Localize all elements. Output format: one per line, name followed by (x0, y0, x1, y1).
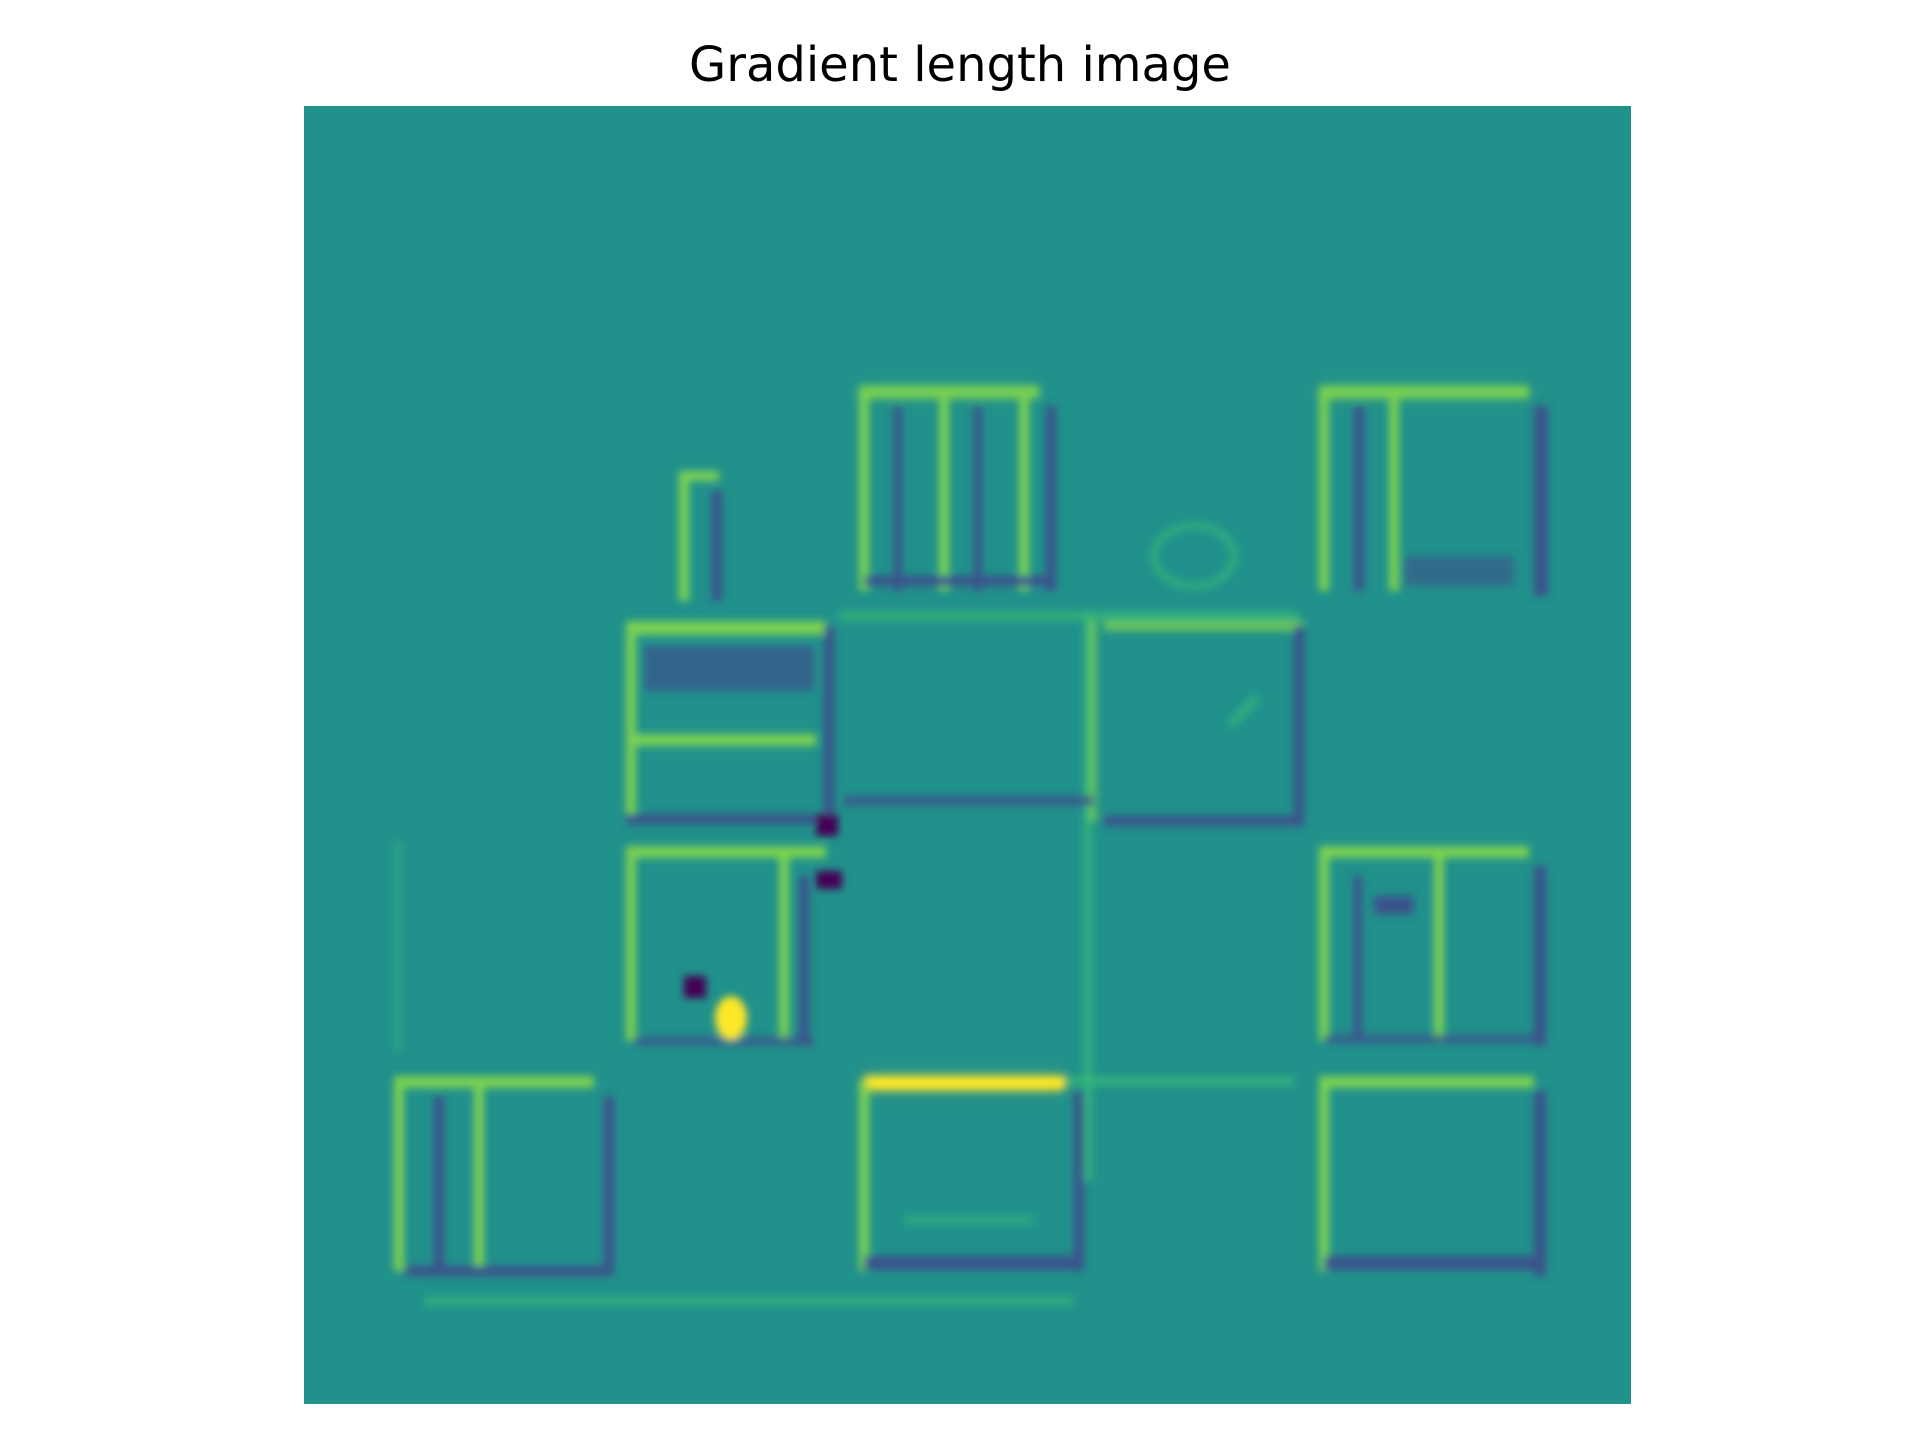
edge-box (626, 621, 838, 836)
faint-shape (1150, 522, 1262, 729)
glow-layer (859, 386, 1529, 1090)
edge-box (626, 846, 842, 1046)
image-background (304, 106, 1631, 1404)
edge-box (679, 471, 722, 601)
gradient-image (304, 106, 1631, 1404)
edge-box (1319, 1076, 1546, 1276)
figure-title: Gradient length image (689, 37, 1231, 93)
edge-box (394, 1076, 614, 1276)
edge-box (1319, 846, 1546, 1046)
